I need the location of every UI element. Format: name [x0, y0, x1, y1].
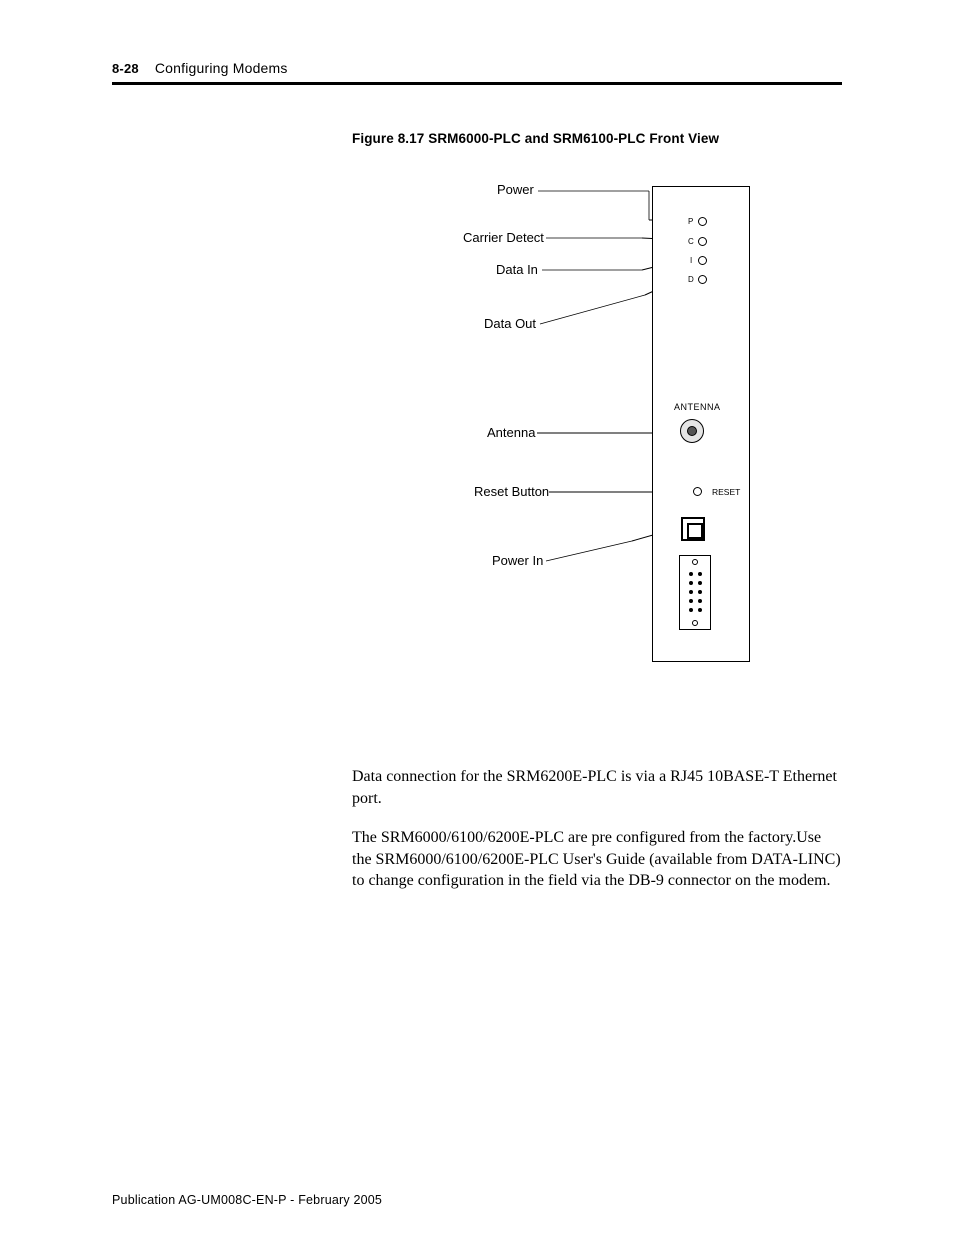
- db9-pin-icon: [698, 608, 702, 612]
- antenna-inner-icon: [687, 426, 697, 436]
- antenna-connector-icon: [680, 419, 704, 443]
- page-container: 8-28 Configuring Modems Figure 8.17 SRM6…: [0, 0, 954, 1235]
- header-rule: [112, 82, 842, 85]
- db9-pin-icon: [689, 590, 693, 594]
- led-label-c: C: [688, 237, 694, 246]
- body-text: Data connection for the SRM6200E-PLC is …: [352, 766, 842, 892]
- led-label-p: P: [688, 217, 693, 226]
- db9-pin-icon: [698, 581, 702, 585]
- figure-caption: Figure 8.17 SRM6000-PLC and SRM6100-PLC …: [352, 131, 842, 146]
- db9-pin-icon: [698, 590, 702, 594]
- db9-pin-icon: [689, 572, 693, 576]
- led-label-d: D: [688, 275, 694, 284]
- section-title: Configuring Modems: [155, 60, 288, 76]
- led-data-out-icon: [698, 275, 707, 284]
- antenna-text-label: ANTENNA: [674, 402, 721, 412]
- publication-footer: Publication AG-UM008C-EN-P - February 20…: [112, 1193, 382, 1207]
- paragraph-2: The SRM6000/6100/6200E-PLC are pre confi…: [352, 827, 842, 892]
- led-carrier-icon: [698, 237, 707, 246]
- db9-pin-icon: [689, 599, 693, 603]
- led-data-in-icon: [698, 256, 707, 265]
- reset-text-label: RESET: [712, 487, 740, 497]
- device-outline: P C I D ANTENNA RESET: [652, 186, 750, 662]
- reset-hole-icon: [693, 487, 702, 496]
- db9-pin-icon: [698, 599, 702, 603]
- power-jack-icon: [681, 517, 705, 541]
- db9-pin-icon: [698, 572, 702, 576]
- db9-pin-icon: [689, 608, 693, 612]
- page-header: 8-28 Configuring Modems: [112, 60, 842, 76]
- device-diagram: Power Carrier Detect Data In Data Out An…: [352, 176, 772, 666]
- page-number: 8-28: [112, 61, 139, 76]
- led-power-icon: [698, 217, 707, 226]
- db9-pin-icon: [689, 581, 693, 585]
- led-label-i: I: [690, 256, 692, 265]
- db9-connector-icon: [679, 555, 711, 630]
- db9-screw-top-icon: [692, 559, 698, 565]
- paragraph-1: Data connection for the SRM6200E-PLC is …: [352, 766, 842, 809]
- db9-screw-bottom-icon: [692, 620, 698, 626]
